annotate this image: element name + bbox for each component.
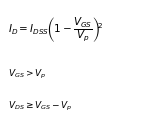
Text: $V_{DS} \geq V_{GS} - V_p$: $V_{DS} \geq V_{GS} - V_p$ xyxy=(8,100,72,113)
Text: $I_D = I_{DSS}\!\left(1 - \dfrac{V_{GS}}{V_p}\right)^{\!\!2}$: $I_D = I_{DSS}\!\left(1 - \dfrac{V_{GS}}… xyxy=(8,15,103,44)
Text: $V_{GS} > V_p$: $V_{GS} > V_p$ xyxy=(8,68,46,81)
